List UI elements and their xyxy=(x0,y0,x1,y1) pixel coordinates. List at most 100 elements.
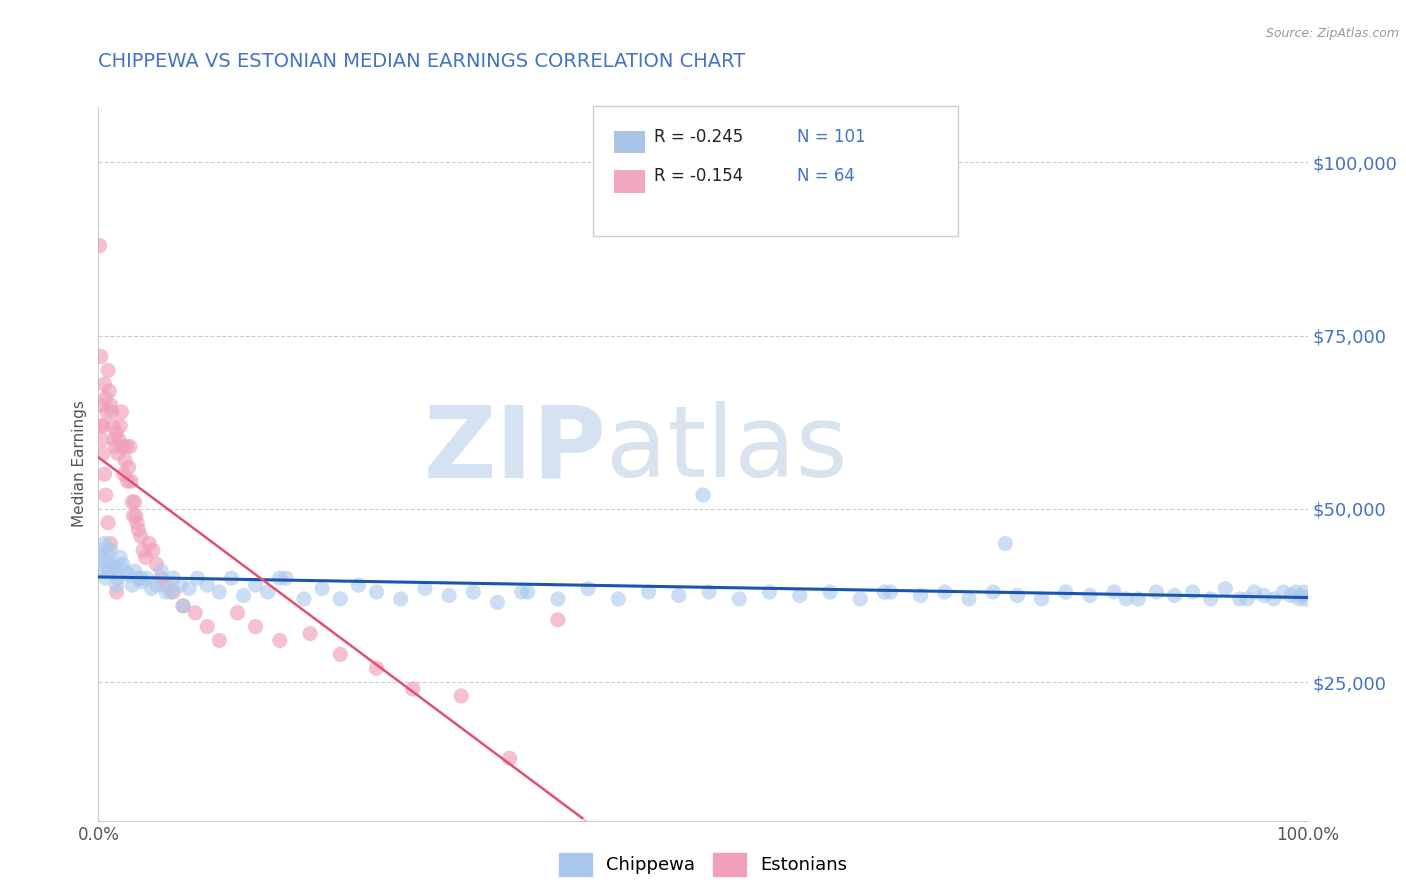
Point xyxy=(516,585,538,599)
Point xyxy=(668,589,690,603)
Point xyxy=(93,377,115,392)
Point xyxy=(177,582,201,596)
Point xyxy=(1215,582,1237,596)
Point xyxy=(93,536,115,550)
Point xyxy=(118,460,141,475)
Point xyxy=(108,418,131,433)
Text: N = 101: N = 101 xyxy=(797,128,866,145)
Point xyxy=(329,591,352,606)
Point xyxy=(576,582,599,596)
Point xyxy=(256,585,278,599)
Point xyxy=(1272,585,1295,599)
Point xyxy=(1243,585,1265,599)
Point xyxy=(1181,585,1204,599)
Point xyxy=(118,440,141,454)
Point xyxy=(1031,591,1053,606)
Point xyxy=(311,582,333,596)
Point xyxy=(108,550,131,565)
Point xyxy=(692,488,714,502)
Point xyxy=(1291,589,1313,603)
Point xyxy=(1115,591,1137,606)
Point xyxy=(1144,585,1167,599)
Text: Source: ZipAtlas.com: Source: ZipAtlas.com xyxy=(1265,27,1399,40)
Point xyxy=(90,558,112,572)
Point xyxy=(100,398,122,412)
Point xyxy=(124,564,146,578)
Point xyxy=(607,591,630,606)
Point xyxy=(122,508,145,523)
Point xyxy=(98,384,121,398)
Point xyxy=(155,578,177,592)
Point xyxy=(879,585,901,599)
Point xyxy=(110,405,132,419)
Point xyxy=(105,585,128,599)
Point xyxy=(91,418,114,433)
Point xyxy=(1263,591,1285,606)
Text: CHIPPEWA VS ESTONIAN MEDIAN EARNINGS CORRELATION CHART: CHIPPEWA VS ESTONIAN MEDIAN EARNINGS COR… xyxy=(98,53,745,71)
Point xyxy=(389,591,412,606)
Point xyxy=(245,620,267,634)
Point xyxy=(366,585,388,599)
Point xyxy=(1294,591,1316,606)
Point xyxy=(1163,589,1185,603)
Point xyxy=(91,433,114,447)
Y-axis label: Median Earnings: Median Earnings xyxy=(72,401,87,527)
Point xyxy=(637,585,659,599)
Point xyxy=(100,543,122,558)
Point xyxy=(121,578,143,592)
Point xyxy=(135,550,157,565)
Point xyxy=(129,530,152,544)
Point xyxy=(93,467,115,482)
Point xyxy=(107,446,129,460)
Point xyxy=(101,558,124,572)
Point xyxy=(100,405,122,419)
Point xyxy=(115,440,138,454)
Point xyxy=(934,585,956,599)
Point xyxy=(413,582,436,596)
Point xyxy=(127,523,149,537)
Point xyxy=(118,567,141,582)
Point xyxy=(125,508,148,523)
Point xyxy=(120,474,142,488)
Point xyxy=(347,578,370,592)
Point xyxy=(145,558,167,572)
Point xyxy=(195,620,218,634)
Point xyxy=(89,238,111,252)
Point xyxy=(142,543,165,558)
Point xyxy=(547,613,569,627)
Point xyxy=(818,585,841,599)
Point xyxy=(957,591,980,606)
Point xyxy=(329,648,352,662)
Point xyxy=(437,589,460,603)
Point xyxy=(162,585,184,599)
Point xyxy=(101,418,124,433)
Point xyxy=(91,398,114,412)
Point xyxy=(160,585,183,599)
Point xyxy=(910,589,932,603)
Point xyxy=(1253,589,1275,603)
Point xyxy=(226,606,249,620)
Point xyxy=(91,446,114,460)
Point xyxy=(91,564,114,578)
Point xyxy=(98,564,121,578)
Point xyxy=(103,433,125,447)
Point xyxy=(104,440,127,454)
Point xyxy=(162,571,184,585)
Point xyxy=(96,405,118,419)
Point xyxy=(298,626,321,640)
Point xyxy=(97,558,120,572)
Point xyxy=(510,585,533,599)
Point xyxy=(91,543,114,558)
Point xyxy=(981,585,1004,599)
Point xyxy=(94,571,117,585)
Point xyxy=(728,591,751,606)
Text: ZIP: ZIP xyxy=(423,401,606,498)
Point xyxy=(1102,585,1125,599)
Text: R = -0.154: R = -0.154 xyxy=(654,167,742,185)
Point xyxy=(402,681,425,696)
Point xyxy=(221,571,243,585)
Point xyxy=(111,558,134,572)
Point xyxy=(184,606,207,620)
Point xyxy=(111,440,134,454)
Point xyxy=(873,585,896,599)
